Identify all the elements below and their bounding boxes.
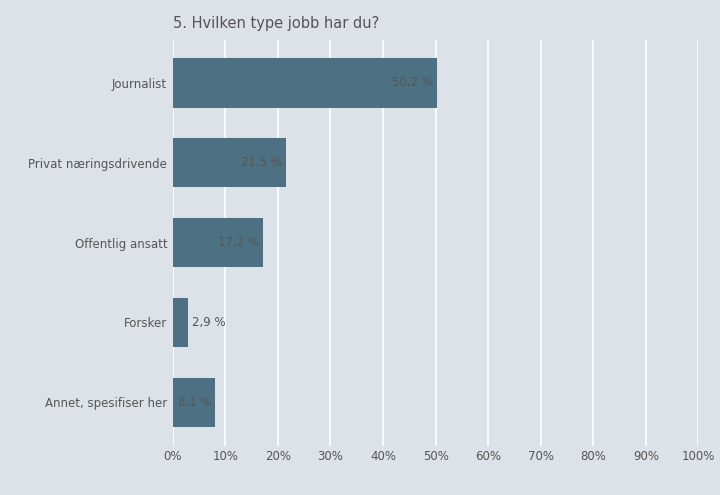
Text: 50,2 %: 50,2 % (392, 76, 433, 89)
Bar (173, 138, 286, 188)
Bar (173, 297, 188, 347)
Text: 2,9 %: 2,9 % (192, 316, 226, 329)
Bar (173, 58, 436, 107)
Text: 21,5 %: 21,5 % (240, 156, 282, 169)
Bar (173, 378, 215, 427)
Bar (173, 218, 264, 267)
Text: 8,1 %: 8,1 % (178, 396, 211, 409)
Text: 5. Hvilken type jobb har du?: 5. Hvilken type jobb har du? (173, 16, 379, 32)
Text: 17,2 %: 17,2 % (218, 236, 259, 249)
